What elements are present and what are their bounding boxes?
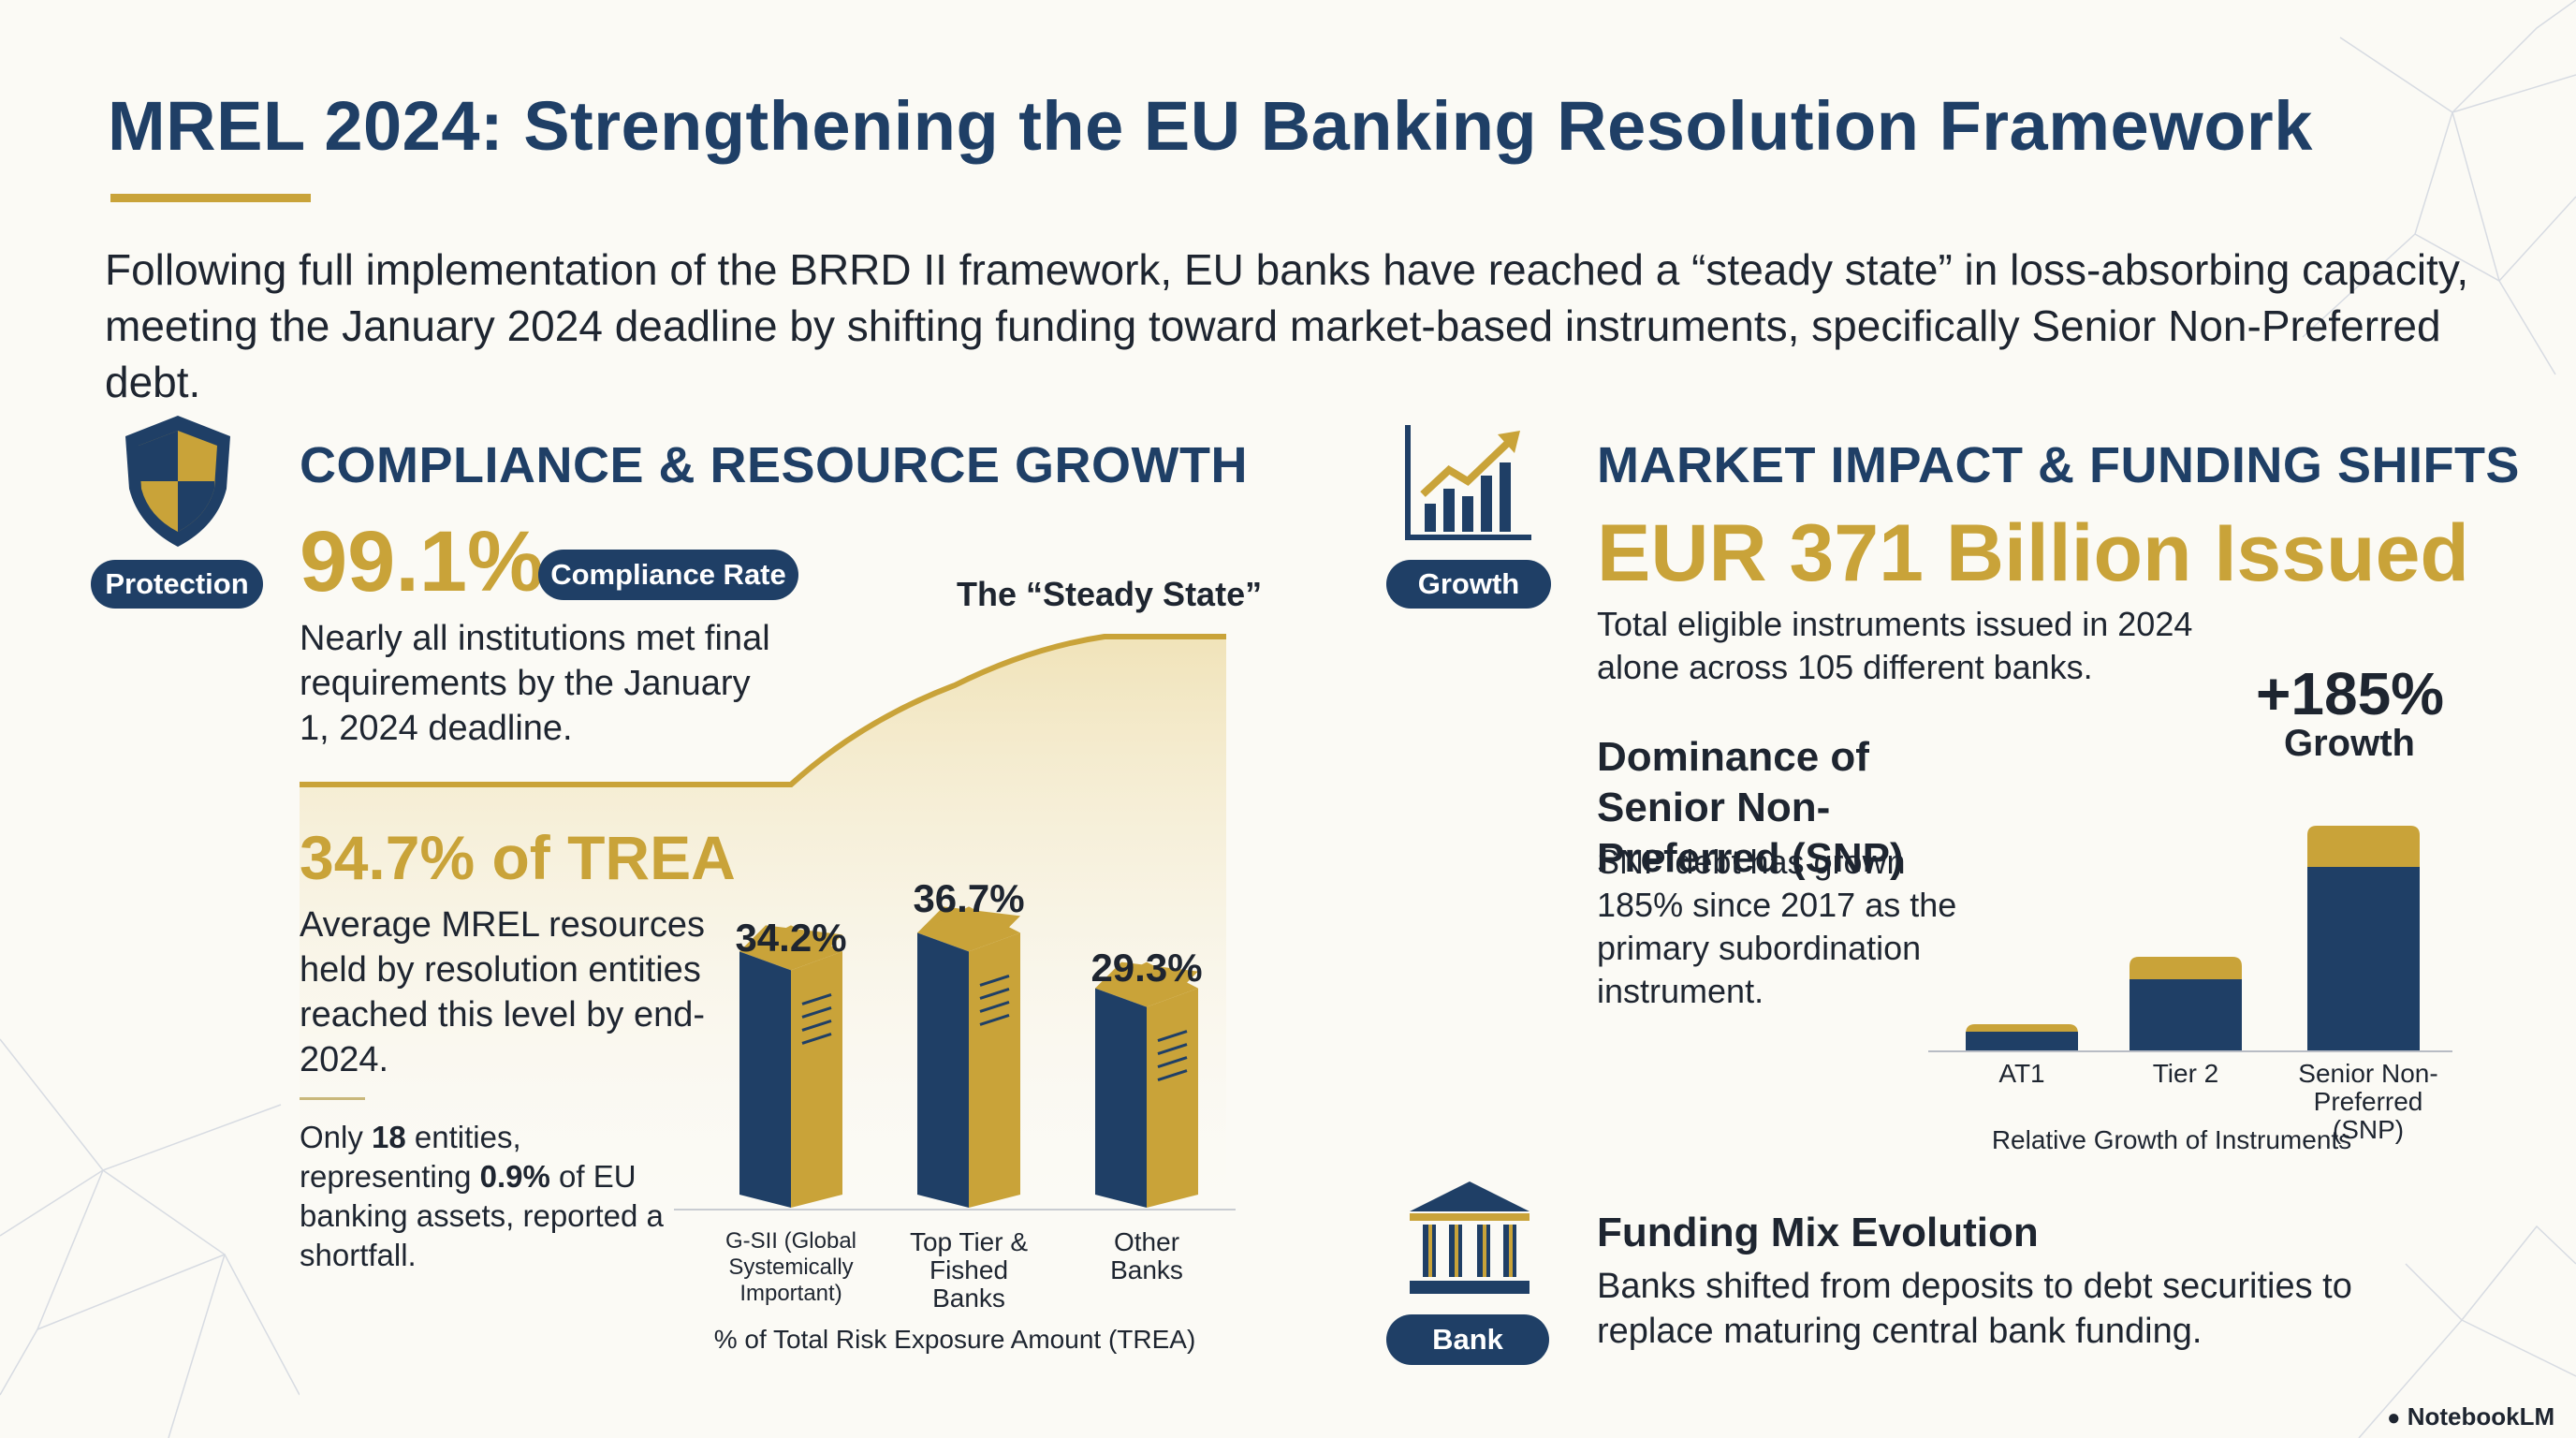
- x-tick-label: Senior Non-Preferred (SNP): [2298, 1059, 2438, 1144]
- shortfall-mid: entities, representing: [300, 1120, 521, 1194]
- bar: [917, 906, 1020, 1208]
- trea-value: 34.7% of TREA: [300, 823, 736, 892]
- issued-value: EUR 371 Billion Issued: [1597, 508, 2469, 598]
- x-tick-label: G-SII (Global Systemically Important): [724, 1228, 857, 1306]
- bar-segment-base: [2130, 979, 2242, 1050]
- bar-value-label: 29.3%: [1090, 946, 1203, 990]
- bar-segment-base: [2307, 867, 2420, 1050]
- x-tick-label: Other Banks: [1110, 1227, 1183, 1284]
- network-decoration-left: [0, 1038, 300, 1438]
- shortfall-note: Only 18 entities, representing 0.9% of E…: [300, 1118, 693, 1275]
- x-tick-label: Top Tier & Fished Banks: [909, 1227, 1029, 1313]
- funding-heading: Funding Mix Evolution: [1597, 1210, 2039, 1255]
- notebooklm-icon: ●: [2387, 1405, 2401, 1431]
- bar-value-label: 36.7%: [913, 876, 1025, 920]
- x-axis-title: % of Total Risk Exposure Amount (TREA): [713, 1325, 1196, 1354]
- trea-bar-chart-svg: [674, 906, 1236, 1211]
- bar-segment-top: [1966, 1024, 2078, 1034]
- growth-annotation-sub: Growth: [2284, 723, 2415, 764]
- bar-value-label: 34.2%: [735, 916, 847, 960]
- shortfall-pct: 0.9%: [479, 1159, 550, 1194]
- compliance-section-heading: COMPLIANCE & RESOURCE GROWTH: [300, 437, 1248, 493]
- branding: ● NotebookLM: [2387, 1402, 2554, 1431]
- x-axis-title: Relative Growth of Instruments: [1991, 1125, 2352, 1154]
- snp-description: SNP debt has grown 185% since 2017 as th…: [1597, 843, 1957, 1010]
- intro-text: Following full implementation of the BRR…: [105, 245, 2469, 406]
- bar: [739, 925, 842, 1208]
- trea-description: Average MREL resources held by resolutio…: [300, 905, 706, 1079]
- growth-chart-icon: [1405, 425, 1531, 540]
- bank-badge: Bank: [1386, 1314, 1549, 1365]
- bar-segment-top: [2307, 826, 2420, 867]
- bar: [1095, 961, 1198, 1208]
- branding-label: NotebookLM: [2407, 1402, 2555, 1431]
- bar-segment-base: [1966, 1032, 2078, 1050]
- compliance-description: Nearly all institutions met final requir…: [300, 619, 770, 748]
- shortfall-count: 18: [372, 1120, 406, 1154]
- x-tick-label: Tier 2: [2152, 1059, 2219, 1088]
- growth-badge: Growth: [1386, 560, 1551, 609]
- instrument-growth-chart: +185% Growth AT1 Tier 2 Senior Non-Prefe…: [1919, 655, 2462, 1180]
- bank-icon: [1410, 1181, 1530, 1294]
- divider: [300, 1097, 365, 1100]
- issued-description: Total eligible instruments issued in 202…: [1597, 605, 2193, 686]
- compliance-rate-pill: Compliance Rate: [538, 550, 798, 600]
- title-underline: [110, 194, 311, 202]
- growth-annotation: +185%: [2256, 660, 2445, 727]
- shortfall-pre: Only: [300, 1120, 373, 1154]
- shield-icon: [125, 416, 230, 547]
- protection-badge: Protection: [91, 560, 263, 609]
- snp-heading: Dominance of Senior Non-Preferred (SNP): [1597, 734, 1904, 881]
- funding-description: Banks shifted from deposits to debt secu…: [1597, 1267, 2352, 1351]
- market-section-heading: MARKET IMPACT & FUNDING SHIFTS: [1597, 437, 2520, 493]
- x-tick-label: AT1: [1998, 1059, 2045, 1088]
- compliance-rate-value: 99.1%: [300, 514, 544, 609]
- trea-bar-chart: 34.2% 36.7% 29.3% G-SII (Global Systemic…: [674, 843, 1236, 1367]
- page-title: MREL 2024: Strengthening the EU Banking …: [108, 87, 2313, 165]
- bar-segment-top: [2130, 957, 2242, 979]
- shortfall-post: of EU banking assets, reported a shortfa…: [300, 1159, 664, 1272]
- instrument-growth-chart-svg: [1928, 826, 2452, 1052]
- steady-state-label: The “Steady State”: [957, 575, 1263, 613]
